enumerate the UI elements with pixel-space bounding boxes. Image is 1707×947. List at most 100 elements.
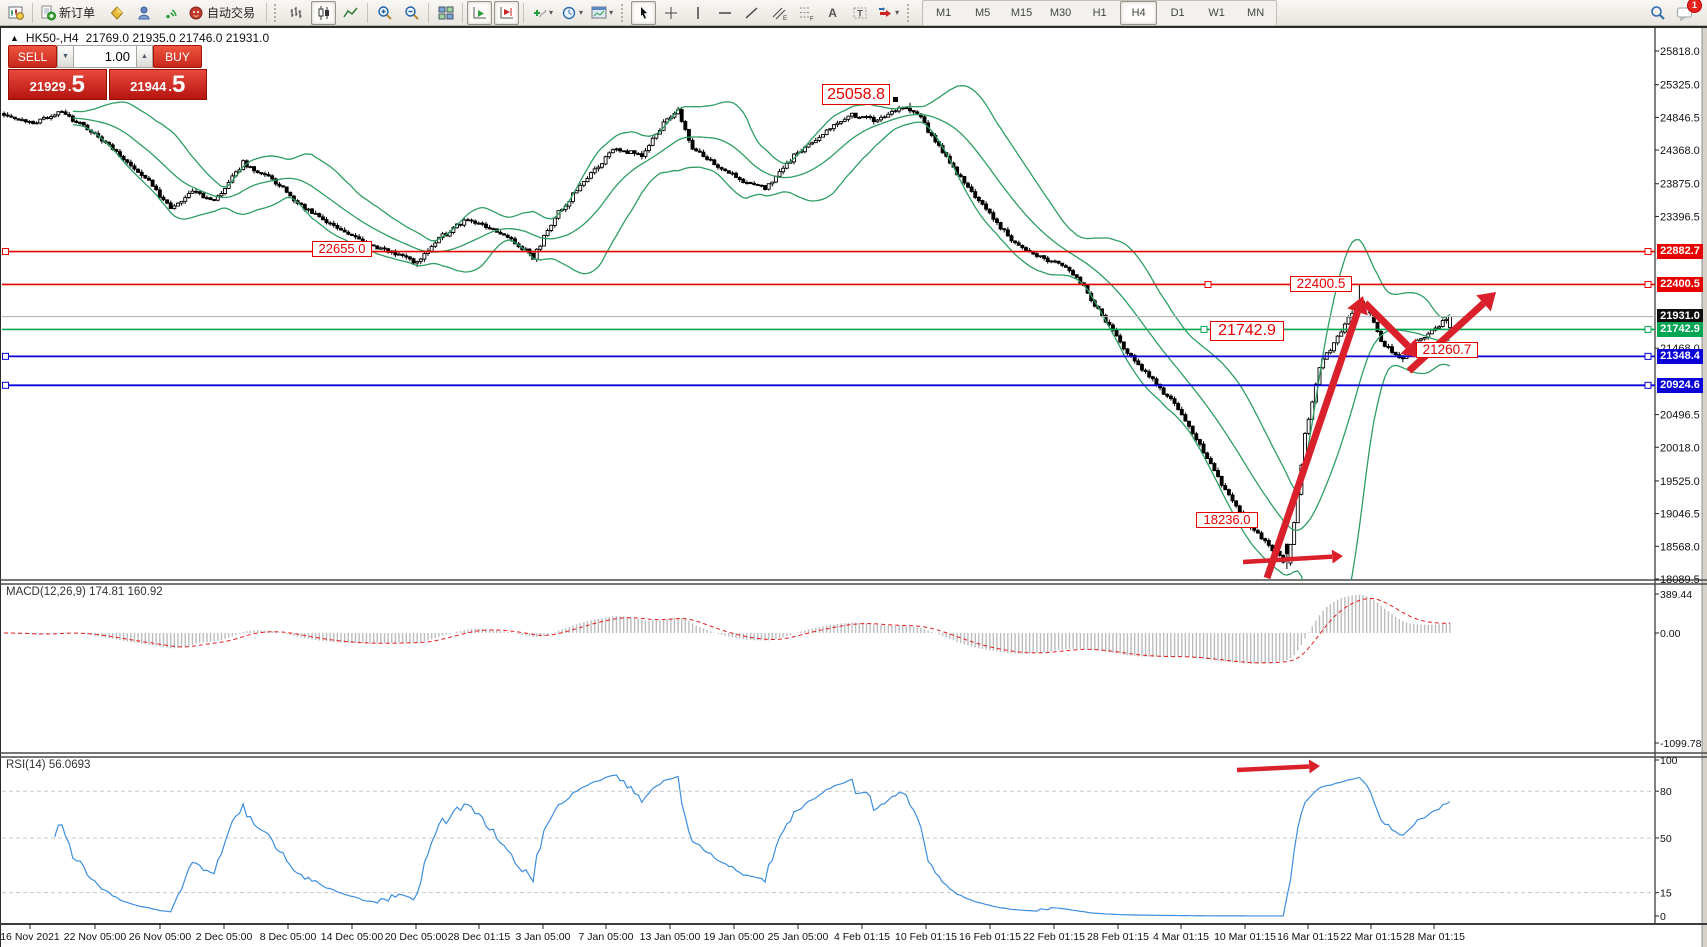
cursor-button[interactable] bbox=[631, 0, 657, 25]
new-chart-button[interactable] bbox=[3, 1, 28, 25]
line-chart-button[interactable] bbox=[338, 1, 363, 25]
timeframe-w1[interactable]: W1 bbox=[1208, 6, 1225, 19]
buy-price-dot: . bbox=[168, 79, 172, 94]
svg-text:4 Mar 01:15: 4 Mar 01:15 bbox=[1153, 931, 1209, 943]
svg-text:25818.0: 25818.0 bbox=[1660, 46, 1700, 58]
periods-button[interactable]: ▾ bbox=[558, 1, 586, 25]
timeframe-d1[interactable]: D1 bbox=[1170, 6, 1185, 19]
svg-text:-1099.78: -1099.78 bbox=[1660, 738, 1702, 750]
dropdown-caret-icon: ▾ bbox=[549, 8, 554, 17]
market-watch-button[interactable] bbox=[104, 1, 129, 25]
svg-text:3 Jan 05:00: 3 Jan 05:00 bbox=[516, 931, 571, 943]
channel-button[interactable]: E bbox=[766, 1, 791, 25]
horizontal-line-button[interactable] bbox=[712, 1, 737, 25]
candlestick-chart-icon bbox=[318, 5, 329, 20]
toolbar-grip[interactable] bbox=[907, 3, 912, 22]
vertical-line-button[interactable] bbox=[685, 1, 710, 25]
svg-text:7 Jan 05:00: 7 Jan 05:00 bbox=[579, 931, 634, 943]
svg-text:8 Dec 05:00: 8 Dec 05:00 bbox=[260, 931, 317, 943]
dropdown-caret-icon: ▾ bbox=[895, 8, 900, 17]
indicators-icon bbox=[534, 9, 547, 17]
timeframe-h1[interactable]: H1 bbox=[1092, 6, 1107, 19]
indicators-button[interactable]: ▾ bbox=[528, 1, 556, 25]
toolbar-grip[interactable] bbox=[274, 3, 279, 22]
svg-text:16 Feb 01:15: 16 Feb 01:15 bbox=[959, 931, 1021, 943]
macd-histogram bbox=[6, 594, 1451, 664]
new-order-label: 新订单 bbox=[59, 6, 96, 20]
svg-text:26 Nov 05:00: 26 Nov 05:00 bbox=[129, 931, 192, 943]
one-click-collapse-icon[interactable]: ▲ bbox=[10, 33, 19, 43]
chart-ohlc-values: 21769.0 21935.0 21746.0 21931.0 bbox=[85, 31, 270, 45]
bar-chart-button[interactable] bbox=[284, 1, 309, 25]
cursor-icon bbox=[640, 6, 647, 19]
signals-button[interactable] bbox=[158, 1, 183, 25]
search-button[interactable] bbox=[1645, 1, 1670, 25]
timeframe-h4[interactable]: H4 bbox=[1120, 0, 1158, 25]
timeframe-m1[interactable]: M1 bbox=[935, 6, 952, 19]
svg-text:10 Feb 01:15: 10 Feb 01:15 bbox=[895, 931, 957, 943]
sell-button[interactable]: SELL bbox=[8, 45, 57, 68]
rsi-line bbox=[54, 774, 1451, 917]
trendline-button[interactable] bbox=[739, 1, 764, 25]
timeframe-m15[interactable]: M15 bbox=[1010, 6, 1033, 19]
svg-text:10 Mar 01:15: 10 Mar 01:15 bbox=[1214, 931, 1276, 943]
chart-shift-button[interactable] bbox=[494, 0, 520, 25]
svg-text:20496.5: 20496.5 bbox=[1660, 410, 1700, 422]
bollinger-bands bbox=[72, 85, 1451, 580]
text-button[interactable]: A bbox=[820, 1, 845, 25]
tile-windows-button[interactable] bbox=[433, 1, 458, 25]
buy-price-box[interactable]: 21944. 5 bbox=[108, 69, 207, 100]
autotrading-icon bbox=[189, 6, 203, 19]
buy-button[interactable]: BUY bbox=[153, 45, 202, 68]
text-label-button[interactable]: T bbox=[847, 1, 872, 25]
svg-text:50: 50 bbox=[1660, 833, 1672, 845]
line-chart-icon bbox=[342, 7, 358, 17]
svg-text:F: F bbox=[810, 16, 814, 21]
notifications-button[interactable]: 1 bbox=[1672, 0, 1702, 25]
lot-decrease-button[interactable]: ▼ bbox=[57, 45, 74, 68]
vertical-line-icon bbox=[696, 6, 699, 19]
new-order-icon bbox=[41, 5, 56, 20]
svg-text:25325.0: 25325.0 bbox=[1660, 80, 1700, 92]
new-chart-icon bbox=[8, 6, 24, 20]
fibonacci-button[interactable]: F bbox=[793, 1, 818, 25]
svg-text:19 Jan 05:00: 19 Jan 05:00 bbox=[704, 931, 765, 943]
lot-increase-button[interactable]: ▲ bbox=[136, 45, 153, 68]
one-click-trading-panel: SELL ▼ ▲ BUY 21929.5 21944.5 bbox=[8, 45, 207, 100]
lot-size-input[interactable] bbox=[74, 45, 136, 68]
arrows-tool-button[interactable]: ▾ bbox=[874, 1, 902, 25]
svg-text:80: 80 bbox=[1660, 786, 1672, 798]
timeframe-m30[interactable]: M30 bbox=[1049, 6, 1072, 19]
timeframe-mn[interactable]: MN bbox=[1247, 6, 1265, 19]
zoom-out-button[interactable] bbox=[399, 1, 424, 25]
new-order-button[interactable]: 新订单 bbox=[37, 1, 102, 25]
toolbar-grip[interactable] bbox=[621, 3, 626, 22]
auto-scroll-button[interactable] bbox=[467, 0, 493, 25]
crosshair-button[interactable] bbox=[658, 1, 683, 25]
sell-price-box[interactable]: 21929. 5 bbox=[8, 69, 107, 100]
trendline-icon bbox=[745, 6, 758, 19]
notification-badge: 1 bbox=[1687, 0, 1702, 13]
svg-text:19046.5: 19046.5 bbox=[1660, 509, 1700, 521]
svg-text:22 Mar 01:15: 22 Mar 01:15 bbox=[1340, 931, 1402, 943]
zoom-out-icon bbox=[404, 5, 419, 20]
periods-clock-icon bbox=[562, 6, 576, 19]
drawn-arrows[interactable] bbox=[893, 97, 1496, 774]
svg-text:22 Feb 01:15: 22 Feb 01:15 bbox=[1023, 931, 1085, 943]
templates-button[interactable]: ▾ bbox=[588, 1, 616, 25]
candlestick-chart-button[interactable] bbox=[311, 0, 337, 25]
navigator-button[interactable] bbox=[131, 1, 156, 25]
text-label-icon: T bbox=[853, 7, 867, 18]
autotrading-button[interactable]: 自动交易 bbox=[185, 1, 262, 25]
market-watch-icon bbox=[110, 5, 123, 20]
svg-text:13 Jan 05:00: 13 Jan 05:00 bbox=[640, 931, 701, 943]
arrows-tool-icon bbox=[879, 6, 892, 17]
svg-text:0: 0 bbox=[1660, 911, 1666, 923]
timeframe-m5[interactable]: M5 bbox=[974, 6, 991, 19]
zoom-in-button[interactable] bbox=[372, 1, 397, 25]
horizontal-level-lines[interactable] bbox=[2, 248, 1655, 389]
dropdown-caret-icon: ▾ bbox=[579, 8, 584, 17]
signals-icon bbox=[165, 8, 177, 18]
